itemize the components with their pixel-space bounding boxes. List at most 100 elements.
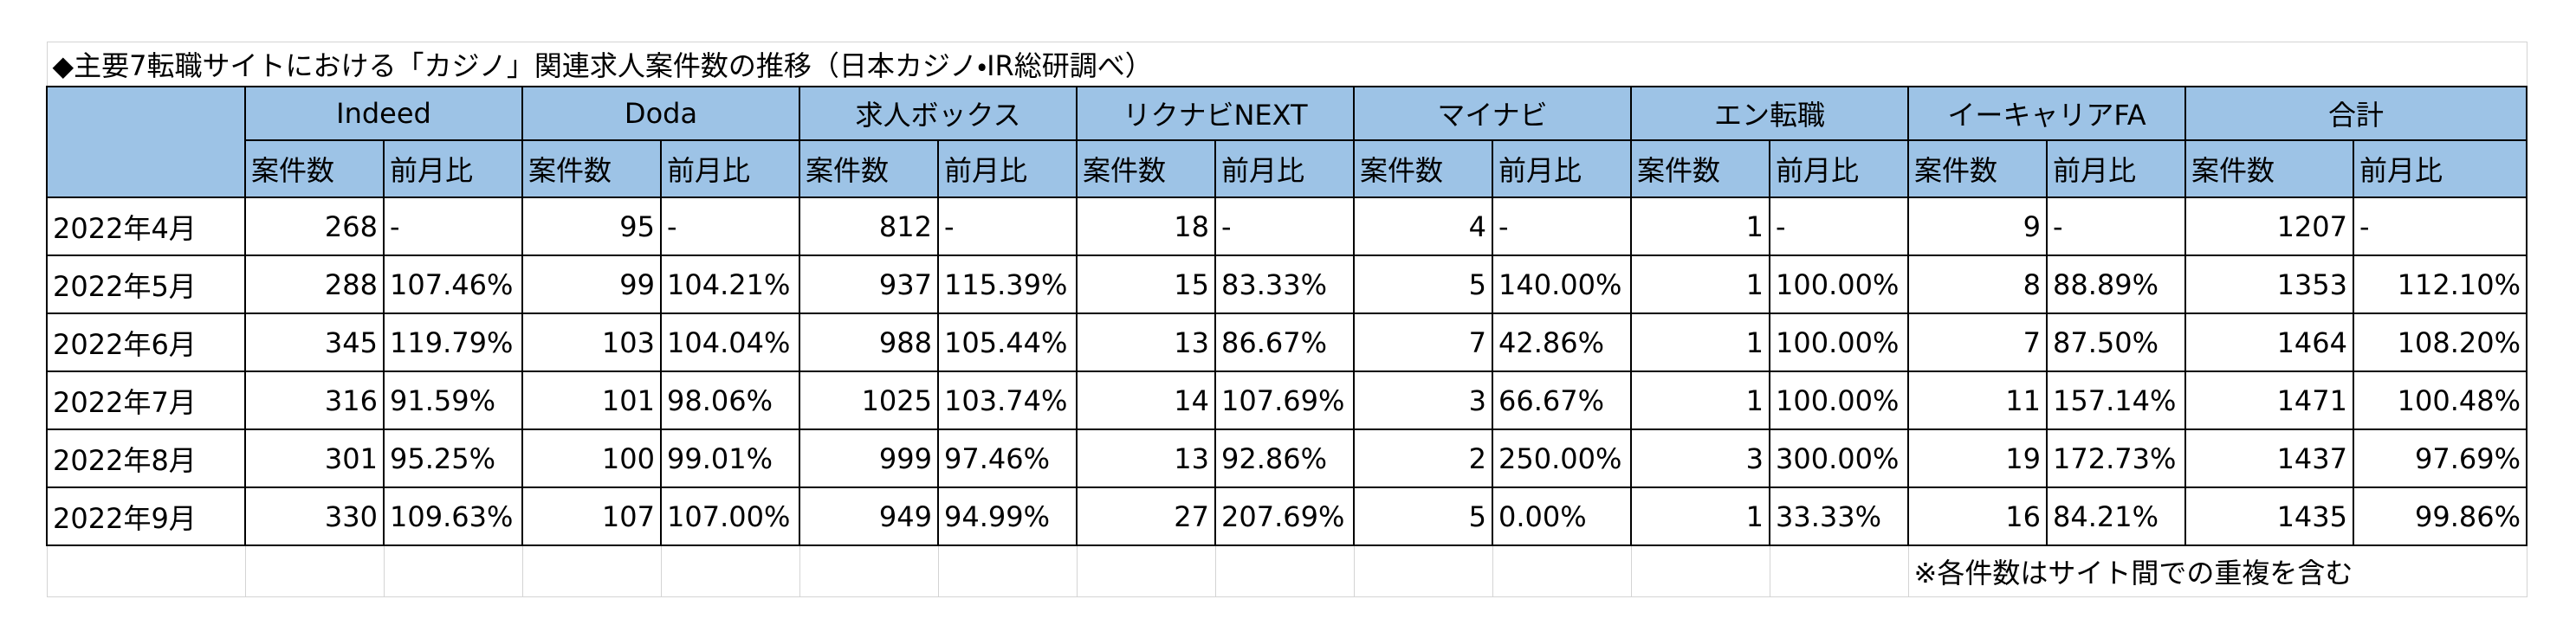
sub-header: 案件数 [2184, 139, 2354, 198]
site-header: エン転職 [1630, 86, 1909, 141]
count-cell: 812 [799, 197, 939, 256]
ratio-cell: 108.20% [2352, 312, 2528, 372]
ratio-cell: 42.86% [1492, 312, 1632, 372]
count-cell: 1 [1630, 370, 1770, 430]
count-cell: 1 [1630, 312, 1770, 372]
empty-cell [1769, 544, 1909, 597]
count-cell: 7 [1907, 312, 2048, 372]
empty-cell [1076, 544, 1216, 597]
corner-cell [46, 86, 246, 198]
ratio-cell: - [1769, 197, 1909, 256]
count-cell: 316 [244, 370, 385, 430]
ratio-cell: - [1214, 197, 1355, 256]
empty-cell [383, 544, 523, 597]
ratio-cell: 115.39% [937, 255, 1078, 314]
ratio-cell: 157.14% [2046, 370, 2186, 430]
sub-header: 前月比 [2352, 139, 2528, 198]
ratio-cell: - [2352, 197, 2528, 256]
count-cell: 1464 [2184, 312, 2354, 372]
row: ※各件数はサイト間での重複を含む [46, 544, 2527, 597]
ratio-cell: 112.10% [2352, 255, 2528, 314]
ratio-cell: 109.63% [383, 486, 523, 546]
ratio-cell: 105.44% [937, 312, 1078, 372]
month-cell: 2022年8月 [46, 428, 246, 488]
row: ◆主要7転職サイトにおける「カジノ」関連求人案件数の推移（日本カジノ・IR総研調… [46, 42, 2527, 87]
ratio-cell: 107.00% [660, 486, 800, 546]
row: 2022年6月 345 119.79% 103 104.04% 988 105.44% 13 8… [46, 312, 2528, 372]
ratio-cell: 66.67% [1492, 370, 1632, 430]
sub-header: 案件数 [1907, 139, 2048, 198]
sub-header: 案件数 [1353, 139, 1493, 198]
count-cell: 1025 [799, 370, 939, 430]
count-cell: 1435 [2184, 486, 2354, 546]
sub-header: 前月比 [937, 139, 1078, 198]
ratio-cell: 100.00% [1769, 312, 1909, 372]
empty-cell [799, 544, 939, 597]
count-cell: 1 [1630, 197, 1770, 256]
count-cell: 7 [1353, 312, 1493, 372]
count-cell: 345 [244, 312, 385, 372]
count-cell: 937 [799, 255, 939, 314]
row: 2022年9月 330 109.63% 107 107.00% 949 94.99% 27 20… [46, 486, 2528, 546]
ratio-cell: 104.21% [660, 255, 800, 314]
sub-header: 前月比 [660, 139, 800, 198]
ratio-cell: 140.00% [1492, 255, 1632, 314]
month-cell: 2022年6月 [46, 312, 246, 372]
site-header: Indeed [244, 86, 523, 141]
site-header: 合計 [2184, 86, 2528, 141]
table-title: ◆主要7転職サイトにおける「カジノ」関連求人案件数の推移（日本カジノ・IR総研調… [46, 42, 2527, 87]
count-cell: 268 [244, 197, 385, 256]
count-cell: 107 [521, 486, 662, 546]
ratio-cell: 103.74% [937, 370, 1078, 430]
ratio-cell: 119.79% [383, 312, 523, 372]
count-cell: 1437 [2184, 428, 2354, 488]
ratio-cell: 95.25% [383, 428, 523, 488]
sub-header: 前月比 [1492, 139, 1632, 198]
count-cell: 1 [1630, 486, 1770, 546]
count-cell: 949 [799, 486, 939, 546]
ratio-cell: - [383, 197, 523, 256]
ratio-cell: 86.67% [1214, 312, 1355, 372]
ratio-cell: - [937, 197, 1078, 256]
sub-header: 案件数 [521, 139, 662, 198]
site-header: マイナビ [1353, 86, 1632, 141]
table: ◆主要7転職サイトにおける「カジノ」関連求人案件数の推移（日本カジノ・IR総研調… [46, 42, 2528, 597]
count-cell: 14 [1076, 370, 1216, 430]
count-cell: 2 [1353, 428, 1493, 488]
ratio-cell: 300.00% [1769, 428, 1909, 488]
count-cell: 5 [1353, 255, 1493, 314]
ratio-cell: 99.86% [2352, 486, 2528, 546]
row: 2022年7月 316 91.59% 101 98.06% 1025 103.74% 14 10… [46, 370, 2528, 430]
count-cell: 18 [1076, 197, 1216, 256]
count-cell: 301 [244, 428, 385, 488]
empty-cell [244, 544, 385, 597]
count-cell: 1207 [2184, 197, 2354, 256]
row: 案件数 前月比 案件数 前月比 案件数 前月比 案件数 前月比 案件数 前月比 案件数 前月比 案件数前… [47, 139, 2528, 198]
sub-header: 前月比 [383, 139, 523, 198]
count-cell: 13 [1076, 428, 1216, 488]
sub-header: 前月比 [1769, 139, 1909, 198]
count-cell: 16 [1907, 486, 2048, 546]
count-cell: 99 [521, 255, 662, 314]
count-cell: 999 [799, 428, 939, 488]
count-cell: 27 [1076, 486, 1216, 546]
note: ※各件数はサイト間での重複を含む [1907, 544, 2527, 597]
ratio-cell: 83.33% [1214, 255, 1355, 314]
row: 2022年5月 288 107.46% 99 104.21% 937 115.39% 15 83… [46, 255, 2528, 314]
month-cell: 2022年4月 [46, 197, 246, 256]
count-cell: 19 [1907, 428, 2048, 488]
ratio-cell: 107.69% [1214, 370, 1355, 430]
sub-header: 前月比 [1214, 139, 1355, 198]
count-cell: 288 [244, 255, 385, 314]
count-cell: 988 [799, 312, 939, 372]
row: 2022年4月 268-95-812-18-4-1-9-1207- [46, 197, 2528, 256]
ratio-cell: 250.00% [1492, 428, 1632, 488]
ratio-cell: 100.00% [1769, 255, 1909, 314]
ratio-cell: 94.99% [937, 486, 1078, 546]
site-header: リクナビNEXT [1076, 86, 1355, 141]
ratio-cell: 99.01% [660, 428, 800, 488]
ratio-cell: - [1492, 197, 1632, 256]
empty-cell [46, 544, 246, 597]
ratio-cell: 100.00% [1769, 370, 1909, 430]
